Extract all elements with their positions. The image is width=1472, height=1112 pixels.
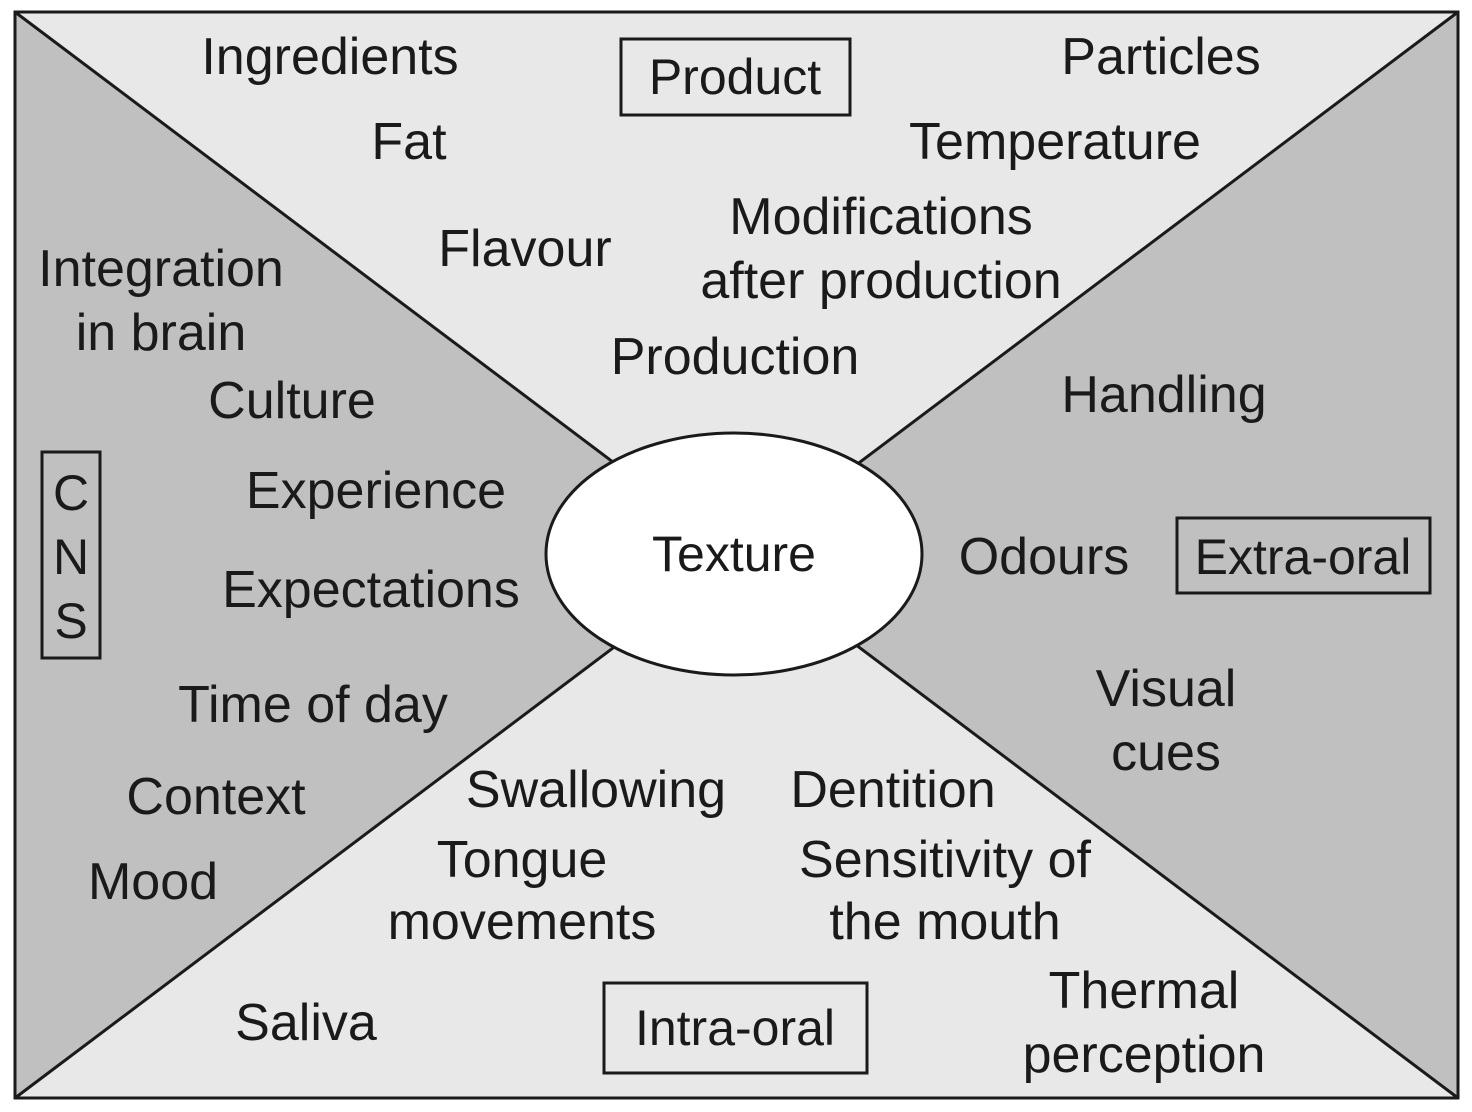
product-title: Product bbox=[649, 49, 821, 105]
cns-item-integration: Integration bbox=[38, 240, 284, 298]
product-item-particles: Particles bbox=[1061, 28, 1260, 86]
cns-title-letter-s: S bbox=[54, 593, 87, 649]
cns-title-letter-c: C bbox=[53, 465, 89, 521]
product-item-modifications: Modifications bbox=[729, 188, 1032, 246]
product-item-flavour: Flavour bbox=[438, 220, 611, 278]
intra-oral-item-movements: movements bbox=[388, 893, 657, 951]
extra-oral-title: Extra-oral bbox=[1195, 529, 1412, 585]
intra-oral-item-sensitivity-of: Sensitivity of bbox=[799, 831, 1091, 889]
extra-oral-item-odours: Odours bbox=[959, 528, 1130, 586]
region-intra-oral bbox=[15, 554, 1458, 1098]
intra-oral-item-swallowing: Swallowing bbox=[466, 761, 726, 819]
intra-oral-item-saliva: Saliva bbox=[235, 994, 377, 1052]
extra-oral-item-visual: Visual bbox=[1096, 660, 1237, 718]
center-label: Texture bbox=[652, 526, 816, 582]
product-item-fat: Fat bbox=[371, 113, 447, 171]
intra-oral-title-box bbox=[602, 981, 869, 1075]
intra-oral-item-the-mouth: the mouth bbox=[829, 893, 1060, 951]
intra-oral-item-dentition: Dentition bbox=[790, 761, 995, 819]
product-item-after-production: after production bbox=[700, 252, 1061, 310]
region-product bbox=[15, 12, 1458, 554]
extra-oral-title-box bbox=[1175, 516, 1432, 595]
cns-item-expectations: Expectations bbox=[222, 561, 520, 619]
cns-item-time-of-day: Time of day bbox=[178, 676, 448, 734]
intra-oral-title: Intra-oral bbox=[635, 1000, 835, 1056]
cns-item-in-brain: in brain bbox=[76, 304, 247, 362]
product-item-ingredients: Ingredients bbox=[201, 28, 458, 86]
cns-item-context: Context bbox=[126, 768, 306, 826]
outer-frame bbox=[13, 10, 1460, 1100]
intra-oral-item-tongue: Tongue bbox=[437, 831, 608, 889]
cns-item-culture: Culture bbox=[208, 372, 376, 430]
product-title-box bbox=[619, 37, 852, 117]
extra-oral-item-cues: cues bbox=[1111, 724, 1221, 782]
extra-oral-item-handling: Handling bbox=[1061, 366, 1266, 424]
product-item-production: Production bbox=[611, 328, 860, 386]
center-ellipse bbox=[544, 431, 924, 677]
intra-oral-item-perception: perception bbox=[1023, 1026, 1266, 1084]
cns-title-letter-n: N bbox=[53, 529, 89, 585]
region-cns bbox=[15, 12, 736, 1098]
intra-oral-item-thermal: Thermal bbox=[1049, 962, 1240, 1020]
cns-title-box bbox=[40, 450, 102, 660]
cns-item-mood: Mood bbox=[88, 853, 218, 911]
product-item-temperature: Temperature bbox=[909, 113, 1201, 171]
cns-item-experience: Experience bbox=[246, 462, 506, 520]
region-extra-oral bbox=[736, 12, 1458, 1098]
